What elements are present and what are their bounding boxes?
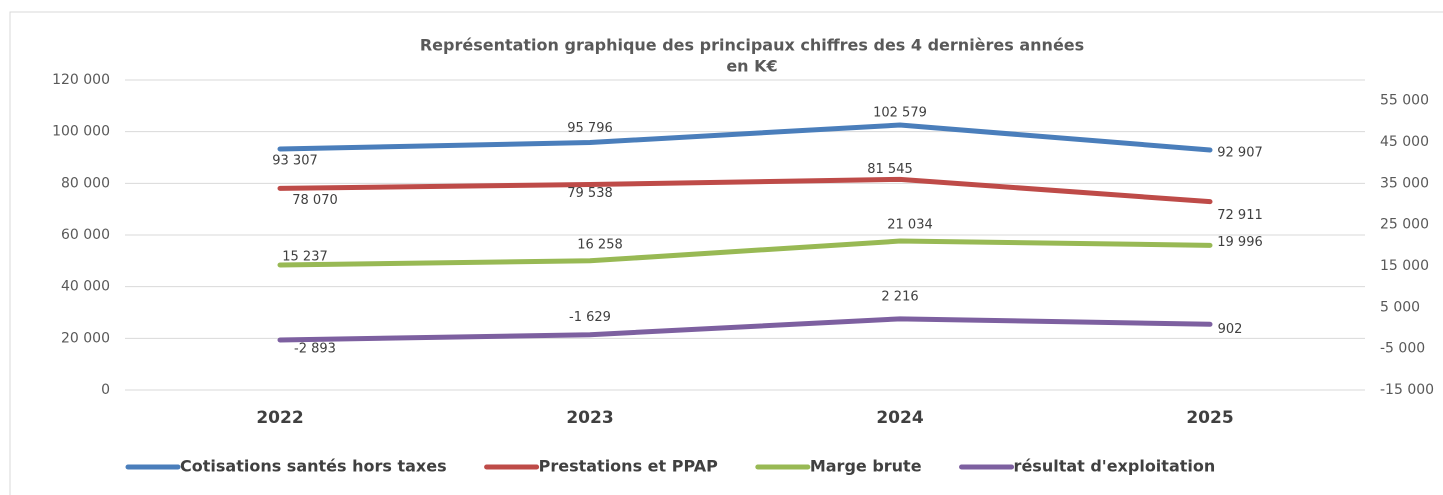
y2-tick-label: 45 000 (1380, 134, 1429, 150)
x-tick-label: 2023 (566, 408, 613, 428)
data-label: 21 034 (887, 218, 933, 233)
data-label: 95 796 (567, 121, 613, 136)
y-tick-label: 60 000 (61, 227, 110, 243)
y2-tick-label: -15 000 (1380, 382, 1434, 398)
y2-tick-label: -5 000 (1380, 341, 1425, 357)
y2-tick-label: 15 000 (1380, 258, 1429, 274)
y-tick-label: 40 000 (61, 279, 110, 295)
y-tick-label: 0 (101, 382, 110, 398)
line (277, 176, 1213, 205)
data-label: -2 893 (294, 341, 336, 356)
data-label: 93 307 (272, 153, 318, 168)
data-label: 78 070 (292, 193, 338, 208)
line (277, 238, 1213, 268)
data-label: 15 237 (282, 250, 328, 265)
y2-tick-label: 5 000 (1380, 299, 1420, 315)
data-label: 79 538 (567, 186, 613, 201)
x-tick-label: 2025 (1186, 408, 1233, 428)
data-label: -1 629 (569, 310, 611, 325)
data-label: 102 579 (873, 106, 927, 121)
chart-title: en K€ (726, 57, 777, 76)
y-tick-label: 120 000 (52, 72, 110, 88)
legend-label: Cotisations santés hors taxes (180, 457, 447, 476)
data-label: 2 216 (881, 289, 918, 304)
data-label: 92 907 (1217, 145, 1263, 160)
legend-label: Marge brute (810, 457, 922, 476)
line (277, 316, 1213, 343)
y-tick-label: 100 000 (52, 124, 110, 140)
data-label: 16 258 (577, 237, 623, 252)
y2-tick-label: 25 000 (1380, 217, 1429, 233)
line (277, 122, 1213, 153)
data-label: 81 545 (867, 162, 913, 177)
data-label: 19 996 (1217, 235, 1263, 250)
data-label: 72 911 (1217, 208, 1263, 223)
x-tick-label: 2022 (256, 408, 303, 428)
legend-label: Prestations et PPAP (539, 457, 718, 476)
y2-tick-label: 55 000 (1380, 93, 1429, 109)
y-tick-label: 80 000 (61, 175, 110, 191)
legend-label: résultat d'exploitation (1014, 457, 1216, 476)
x-tick-label: 2024 (876, 408, 923, 428)
y-tick-label: 20 000 (61, 330, 110, 346)
chart-title: Représentation graphique des principaux … (420, 36, 1084, 55)
y2-tick-label: 35 000 (1380, 175, 1429, 191)
data-label: 902 (1218, 322, 1243, 337)
